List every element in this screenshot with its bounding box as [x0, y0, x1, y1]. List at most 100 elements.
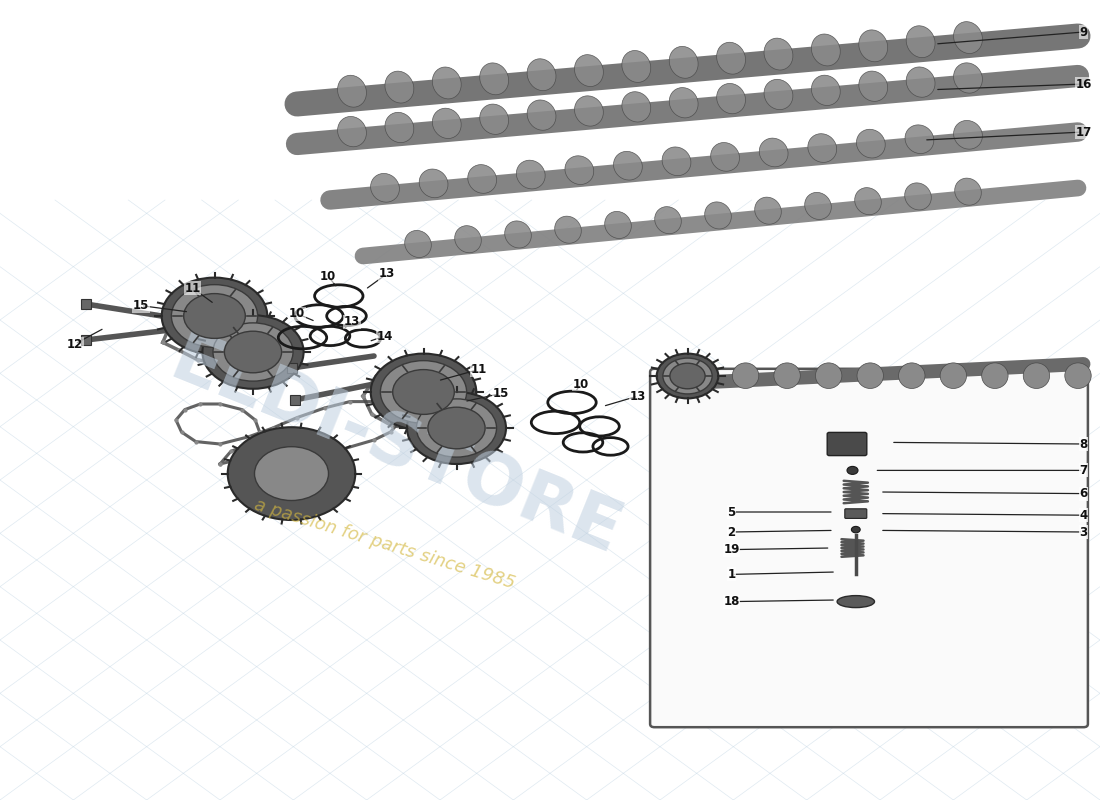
Ellipse shape: [605, 211, 631, 238]
Ellipse shape: [815, 363, 842, 389]
Text: 18: 18: [724, 595, 739, 608]
Ellipse shape: [837, 595, 874, 608]
Ellipse shape: [954, 121, 982, 149]
Ellipse shape: [812, 75, 840, 106]
Ellipse shape: [955, 178, 981, 206]
Ellipse shape: [621, 92, 651, 122]
Ellipse shape: [954, 22, 982, 54]
Ellipse shape: [405, 230, 431, 258]
FancyBboxPatch shape: [650, 369, 1088, 727]
Circle shape: [428, 407, 485, 449]
Ellipse shape: [904, 183, 932, 210]
Circle shape: [213, 323, 293, 381]
Ellipse shape: [385, 71, 414, 103]
Ellipse shape: [527, 58, 556, 90]
Ellipse shape: [981, 363, 1008, 389]
Ellipse shape: [906, 26, 935, 58]
Ellipse shape: [855, 188, 881, 214]
Ellipse shape: [1065, 363, 1091, 389]
Circle shape: [663, 358, 712, 394]
Circle shape: [202, 315, 304, 389]
Ellipse shape: [899, 363, 925, 389]
Circle shape: [381, 361, 466, 423]
Ellipse shape: [805, 192, 832, 219]
Text: 12: 12: [67, 338, 82, 350]
Ellipse shape: [691, 363, 717, 389]
Text: 9: 9: [1079, 26, 1088, 38]
Text: 13: 13: [344, 315, 360, 328]
Ellipse shape: [565, 156, 594, 185]
Circle shape: [254, 446, 329, 501]
Ellipse shape: [480, 63, 508, 94]
Circle shape: [184, 294, 245, 338]
Circle shape: [371, 354, 476, 430]
Ellipse shape: [711, 142, 739, 171]
Text: 4: 4: [1079, 509, 1088, 522]
Circle shape: [851, 526, 860, 533]
Circle shape: [172, 285, 257, 347]
Ellipse shape: [385, 112, 414, 142]
Ellipse shape: [654, 206, 681, 234]
Ellipse shape: [906, 67, 935, 98]
Ellipse shape: [954, 63, 982, 93]
Text: 10: 10: [289, 307, 305, 320]
Circle shape: [393, 370, 454, 414]
Text: 3: 3: [1079, 526, 1088, 538]
Text: 2: 2: [727, 526, 736, 538]
Ellipse shape: [338, 75, 366, 107]
Text: 5: 5: [727, 506, 736, 518]
Circle shape: [224, 331, 282, 373]
Circle shape: [228, 427, 355, 520]
Ellipse shape: [764, 38, 793, 70]
Ellipse shape: [419, 169, 448, 198]
Text: 8: 8: [1079, 438, 1088, 450]
Circle shape: [847, 466, 858, 474]
FancyBboxPatch shape: [827, 432, 867, 456]
Text: 6: 6: [1079, 487, 1088, 500]
Ellipse shape: [480, 104, 508, 134]
Text: 11: 11: [471, 363, 486, 376]
Ellipse shape: [1023, 363, 1049, 389]
Ellipse shape: [614, 151, 642, 180]
Ellipse shape: [432, 67, 461, 99]
Ellipse shape: [454, 226, 482, 253]
FancyBboxPatch shape: [845, 509, 867, 518]
Text: 10: 10: [573, 378, 588, 390]
Ellipse shape: [574, 54, 604, 86]
Ellipse shape: [764, 79, 793, 110]
Text: 7: 7: [1079, 464, 1088, 477]
Ellipse shape: [338, 117, 366, 146]
Text: 16: 16: [1076, 78, 1091, 90]
Text: 14: 14: [377, 330, 393, 342]
Ellipse shape: [755, 197, 781, 224]
Ellipse shape: [468, 165, 496, 194]
Ellipse shape: [621, 50, 651, 82]
Ellipse shape: [554, 216, 581, 243]
Ellipse shape: [940, 363, 967, 389]
Ellipse shape: [717, 83, 746, 114]
Ellipse shape: [669, 46, 698, 78]
Text: ELDI-STORE: ELDI-STORE: [161, 326, 631, 570]
Ellipse shape: [774, 363, 801, 389]
Ellipse shape: [705, 202, 732, 229]
Text: 15: 15: [493, 387, 508, 400]
Circle shape: [162, 278, 267, 354]
Ellipse shape: [527, 100, 556, 130]
Circle shape: [407, 392, 506, 464]
Ellipse shape: [669, 87, 698, 118]
Text: 1: 1: [727, 568, 736, 581]
Ellipse shape: [859, 30, 888, 62]
Ellipse shape: [857, 130, 886, 158]
Ellipse shape: [716, 42, 746, 74]
Text: 13: 13: [630, 390, 646, 402]
Text: 13: 13: [379, 267, 395, 280]
Ellipse shape: [812, 34, 840, 66]
Ellipse shape: [516, 160, 546, 189]
Ellipse shape: [859, 71, 888, 102]
Ellipse shape: [574, 96, 603, 126]
Circle shape: [417, 399, 496, 457]
Text: 15: 15: [133, 299, 148, 312]
Text: 17: 17: [1076, 126, 1091, 138]
Text: 19: 19: [724, 543, 739, 556]
Ellipse shape: [505, 221, 531, 248]
